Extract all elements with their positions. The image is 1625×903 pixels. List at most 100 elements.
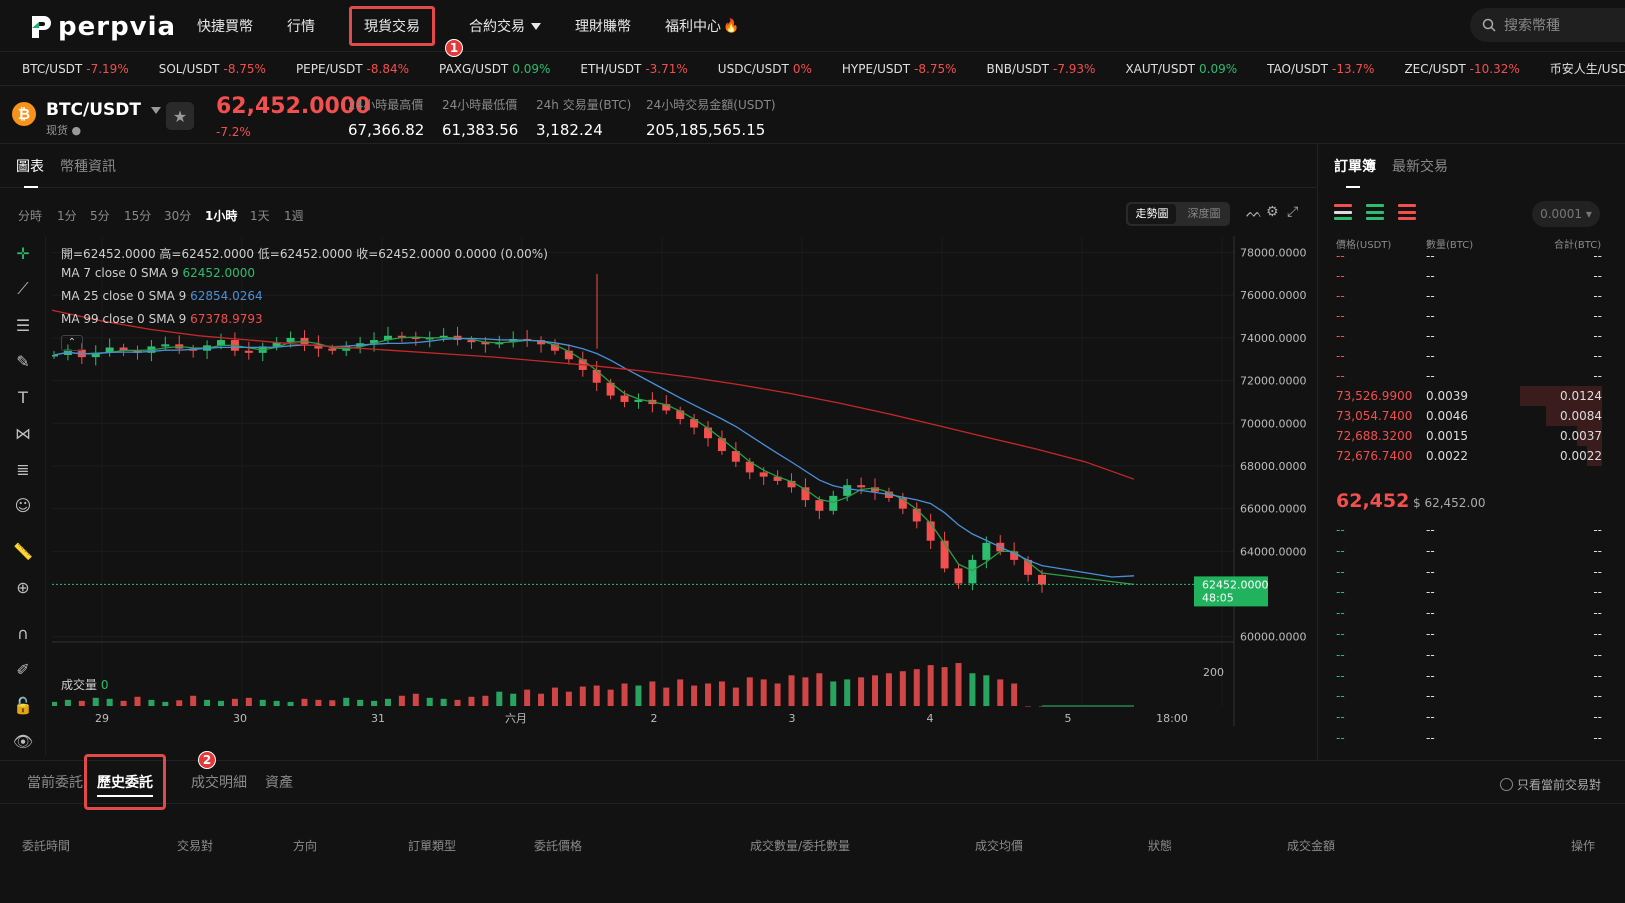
tab-order-history[interactable]: 歷史委託 [84,753,166,810]
nav-earn[interactable]: 理財賺幣 [558,0,648,52]
only-current-pair-toggle[interactable]: 只看當前交易對 [1500,776,1601,793]
bid-row[interactable]: -- -- -- [1336,582,1602,602]
ruler-icon[interactable]: 📏 [13,541,33,561]
tab-coin-info[interactable]: 幣種資訊 [60,158,116,175]
ticker-item[interactable]: BTC/USDT -7.19% [22,62,129,76]
bid-qty: -- [1426,627,1435,641]
crosshair-icon[interactable]: ✛ [16,243,30,263]
bid-row[interactable]: -- -- -- [1336,686,1602,706]
ask-row[interactable]: 73,526.9900 0.0039 0.0124 [1336,386,1602,406]
tab-chart[interactable]: 圖表 [16,144,44,188]
bid-row[interactable]: -- -- -- [1336,541,1602,561]
pattern-icon[interactable]: ⋈ [15,423,31,443]
ticker-item[interactable]: PAXG/USDT 0.09% [439,62,550,76]
zoom-in-icon[interactable]: ⊕ [16,577,30,597]
x-tick-label: 4 [927,712,934,725]
timeframe-1[interactable]: 1分 [57,209,77,223]
bid-price: -- [1336,710,1345,725]
timeframe-3[interactable]: 15分 [124,209,152,223]
ticker-item[interactable]: 币安人生/USDT6.61 [1550,60,1625,77]
ask-total: -- [1593,249,1602,263]
timeframe-6[interactable]: 1天 [250,209,270,223]
ask-row[interactable]: 72,688.3200 0.0015 0.0037 [1336,426,1602,446]
tab-open-orders[interactable]: 當前委託 [27,760,83,804]
bid-row[interactable]: -- -- -- [1336,562,1602,582]
view-depth-button[interactable]: 深度圖 [1187,207,1221,220]
timeframe-7[interactable]: 1週 [284,209,304,223]
stat-24h-high: 24小時最高價 67,366.82 [348,96,424,139]
ticker-item[interactable]: XAUT/USDT 0.09% [1125,62,1237,76]
nav-quick-buy[interactable]: 快捷買幣 [180,0,270,52]
ticker-item[interactable]: BNB/USDT -7.93% [987,62,1096,76]
ticker-item[interactable]: ZEC/USDT -10.32% [1404,62,1519,76]
bid-row[interactable]: -- -- -- [1336,645,1602,665]
nav-markets[interactable]: 行情 [270,0,332,52]
fullscreen-icon[interactable]: ⤢ [1287,204,1299,220]
lock-drawing-icon[interactable]: ✐ [16,659,30,679]
ask-row[interactable]: -- -- -- [1336,306,1602,326]
horizontal-lines-icon[interactable]: ☰ [15,315,31,335]
ask-row[interactable]: -- -- -- [1336,266,1602,286]
logo[interactable]: perpvia [30,12,176,42]
emoji-icon[interactable]: ☺ [14,495,32,515]
bid-row[interactable]: -- -- -- [1336,728,1602,748]
price-chart[interactable]: 78000.0000 76000.0000 74000.0000 72000.0000… [52,236,1316,758]
column-header: 交易對 [177,839,214,853]
bid-row[interactable]: -- -- -- [1336,624,1602,644]
tab-order-history-label: 歷史委託 [97,774,153,791]
nav-futures[interactable]: 合約交易 [452,0,558,52]
ticker-item[interactable]: TAO/USDT -13.7% [1267,62,1374,76]
bid-row[interactable]: -- -- -- [1336,666,1602,686]
nav-spot-trading[interactable]: 現貨交易 [332,0,452,52]
indicator-icon[interactable]: ᨓ [1246,205,1263,221]
favorite-star-icon[interactable]: ★ [166,102,194,130]
volume-bar [287,701,294,706]
tab-trade-history[interactable]: 成交明細 [191,760,247,804]
view-trend-button[interactable]: 走勢圖 [1128,204,1176,224]
orderbook-both-icon[interactable] [1334,204,1352,220]
search-input[interactable]: 搜索幣種 [1470,8,1625,42]
trend-line-icon[interactable]: ⟋ [17,279,29,298]
timeframe-4[interactable]: 30分 [164,209,192,223]
ask-row[interactable]: 72,676.7400 0.0022 0.0022 [1336,446,1602,466]
ticker-item[interactable]: SOL/USDT -8.75% [159,62,266,76]
ask-row[interactable]: -- -- -- [1336,326,1602,346]
bid-row[interactable]: -- -- -- [1336,603,1602,623]
tab-recent-trades[interactable]: 最新交易 [1392,159,1448,175]
timeframe-5[interactable]: 1小時 [205,209,238,223]
ask-row[interactable]: -- -- -- [1336,366,1602,386]
bid-row[interactable]: -- -- -- [1336,520,1602,540]
ticker-pair: BTC/USDT [22,61,83,76]
nav-rewards[interactable]: 福利中心 🔥 [648,0,756,52]
ticker-item[interactable]: USDC/USDT 0% [718,62,812,76]
bid-row[interactable]: -- -- -- [1336,707,1602,727]
ask-row[interactable]: -- -- -- [1336,346,1602,366]
pair-selector[interactable]: BTC/USDT [46,100,161,120]
ticker-item[interactable]: PEPE/USDT -8.84% [296,62,409,76]
top-nav [0,0,1625,52]
magnet-icon[interactable]: ∩ [17,623,29,643]
orderbook-bids-icon[interactable] [1366,204,1384,220]
ask-price: -- [1336,369,1345,383]
eye-icon[interactable]: 👁 [12,731,34,751]
ask-row[interactable]: 73,054.7400 0.0046 0.0084 [1336,406,1602,426]
tab-orderbook[interactable]: 訂單簿 [1334,144,1376,188]
precision-select[interactable]: 0.0001 ▾ [1532,201,1600,227]
stat-label: 24h 交易量(BTC) [536,98,632,112]
pen-icon[interactable]: ✎ [16,351,30,371]
col-total-header: 合計(BTC) [1554,240,1602,251]
orderbook-asks-icon[interactable] [1398,204,1416,220]
text-icon[interactable]: T [18,387,28,407]
gear-icon[interactable]: ⚙ [1266,204,1279,220]
ticker-item[interactable]: HYPE/USDT -8.75% [842,62,957,76]
timeframe-2[interactable]: 5分 [90,209,110,223]
fib-icon[interactable]: ≣ [16,459,30,479]
ask-row[interactable]: -- -- -- [1336,286,1602,306]
lock-icon[interactable]: 🔓 [13,695,33,715]
timeframe-0[interactable]: 分時 [18,209,43,223]
ask-row[interactable]: -- -- -- [1336,246,1602,266]
collapse-legend-button[interactable]: ⌃ [61,335,83,351]
ticker-item[interactable]: ETH/USDT -3.71% [580,62,687,76]
annotation-marker-1: 1 [445,39,463,57]
tab-assets[interactable]: 資產 [265,760,293,804]
